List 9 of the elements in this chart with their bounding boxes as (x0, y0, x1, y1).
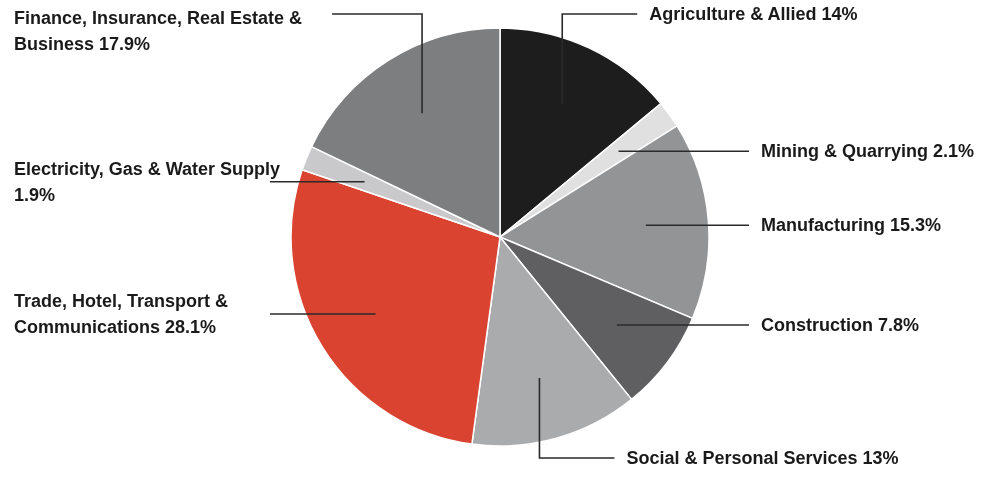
slice-label: Trade, Hotel, Transport & Communications 28.1% (14, 290, 229, 337)
slice-label: Finance, Insurance, Real Estate & Business 17.9% (14, 8, 303, 54)
slice-label: Electricity, Gas & Water Supply (14, 158, 281, 179)
slice-label: Manufacturing 15.3% (761, 215, 942, 236)
slice-label: Construction 7.8% (761, 314, 920, 335)
data-label: 1.9% (14, 184, 56, 205)
slice-label: Mining & Quarrying 2.1% (761, 141, 975, 162)
slice-label: Agriculture & Allied 14% (649, 4, 858, 24)
slice-label: Social & Personal Services 13% (626, 448, 899, 468)
